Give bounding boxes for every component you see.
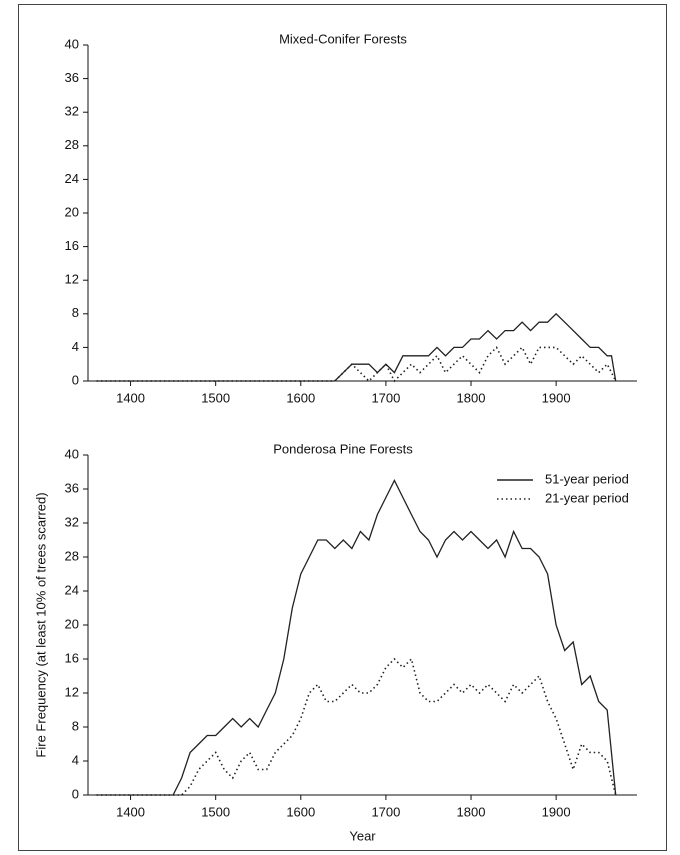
y-tick-label: 20 [65, 616, 79, 631]
x-tick-label: 1600 [286, 804, 315, 819]
y-tick-label: 4 [72, 752, 79, 767]
x-tick-label: 1700 [371, 804, 400, 819]
x-tick-label: 1600 [286, 390, 315, 405]
y-tick-label: 28 [65, 548, 79, 563]
y-tick-label: 0 [72, 372, 79, 387]
y-tick-label: 36 [65, 480, 79, 495]
legend-label: 51-year period [545, 471, 629, 486]
legend-label: 21-year period [545, 490, 629, 505]
series-line [96, 479, 617, 796]
x-tick-label: 1400 [116, 390, 145, 405]
y-tick-label: 20 [65, 204, 79, 219]
y-tick-label: 16 [65, 650, 79, 665]
y-tick-label: 32 [65, 514, 79, 529]
x-tick-label: 1700 [371, 390, 400, 405]
y-tick-label: 40 [65, 36, 79, 51]
y-tick-label: 12 [65, 684, 79, 699]
y-tick-label: 8 [72, 305, 79, 320]
x-tick-label: 1900 [542, 804, 571, 819]
y-tick-label: 36 [65, 70, 79, 85]
y-tick-label: 8 [72, 718, 79, 733]
x-axis-label: Year [349, 828, 376, 843]
x-tick-label: 1500 [201, 804, 230, 819]
x-tick-label: 1800 [457, 390, 486, 405]
y-tick-label: 24 [65, 582, 79, 597]
series-line [96, 657, 617, 796]
y-axis-label: Fire Frequency (at least 10% of trees sc… [33, 492, 48, 757]
x-tick-label: 1400 [116, 804, 145, 819]
x-tick-label: 1500 [201, 390, 230, 405]
y-tick-label: 0 [72, 786, 79, 801]
y-tick-label: 40 [65, 446, 79, 461]
y-tick-label: 28 [65, 137, 79, 152]
y-tick-label: 16 [65, 238, 79, 253]
y-tick-label: 24 [65, 171, 79, 186]
x-tick-label: 1900 [542, 390, 571, 405]
series-line [96, 312, 617, 382]
chart-title: Mixed-Conifer Forests [279, 31, 407, 46]
frame [18, 4, 667, 851]
y-tick-label: 4 [72, 339, 79, 354]
chart-title: Ponderosa Pine Forests [273, 441, 413, 456]
y-tick-label: 32 [65, 104, 79, 119]
y-tick-label: 12 [65, 272, 79, 287]
x-tick-label: 1800 [457, 804, 486, 819]
